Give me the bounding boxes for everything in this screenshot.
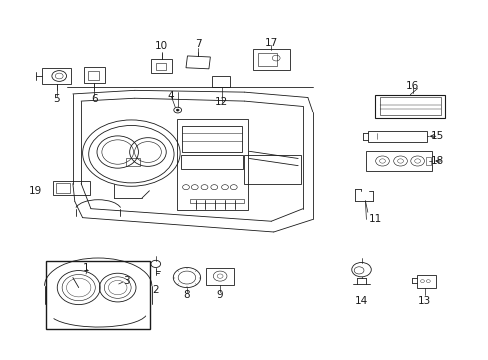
Text: 15: 15 bbox=[430, 131, 443, 141]
Bar bbox=[53, 181, 90, 195]
Bar bbox=[244, 155, 300, 184]
Text: 10: 10 bbox=[155, 41, 168, 50]
Bar bbox=[45, 261, 150, 329]
Text: 8: 8 bbox=[183, 290, 190, 300]
Bar bbox=[367, 131, 426, 141]
Bar bbox=[366, 151, 431, 171]
Bar bbox=[257, 53, 277, 66]
Text: 19: 19 bbox=[29, 186, 42, 197]
Text: 14: 14 bbox=[354, 296, 367, 306]
Bar bbox=[426, 157, 430, 165]
Bar bbox=[181, 155, 243, 169]
Bar bbox=[177, 119, 247, 211]
Text: 4: 4 bbox=[167, 91, 173, 101]
Bar bbox=[379, 97, 440, 115]
Bar bbox=[416, 275, 435, 288]
Bar bbox=[206, 268, 233, 285]
Bar bbox=[156, 63, 166, 70]
Text: 12: 12 bbox=[215, 97, 228, 107]
Text: 3: 3 bbox=[123, 276, 129, 286]
Bar bbox=[151, 59, 172, 73]
Circle shape bbox=[176, 109, 179, 111]
Text: 9: 9 bbox=[216, 290, 223, 300]
Text: 13: 13 bbox=[417, 296, 430, 306]
Bar bbox=[189, 199, 243, 203]
Text: 1: 1 bbox=[82, 262, 89, 273]
Bar bbox=[56, 183, 70, 193]
Bar bbox=[126, 158, 140, 166]
Bar bbox=[83, 67, 105, 83]
Text: 17: 17 bbox=[264, 38, 277, 48]
Text: 11: 11 bbox=[368, 215, 381, 224]
Text: 18: 18 bbox=[430, 156, 443, 166]
Bar bbox=[252, 49, 289, 69]
Text: 7: 7 bbox=[194, 40, 201, 49]
Bar bbox=[374, 95, 445, 118]
Text: 5: 5 bbox=[53, 94, 60, 104]
Text: 16: 16 bbox=[405, 81, 419, 91]
Bar bbox=[42, 68, 71, 84]
Bar bbox=[182, 126, 241, 152]
Bar bbox=[88, 71, 99, 80]
Text: 6: 6 bbox=[91, 94, 98, 104]
Text: 2: 2 bbox=[152, 285, 159, 296]
Bar bbox=[211, 76, 230, 87]
